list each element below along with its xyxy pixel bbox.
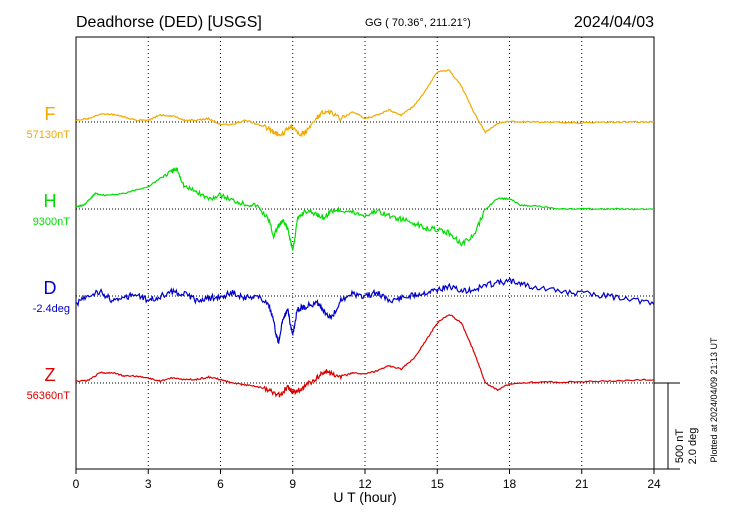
x-tick-label: 18 — [503, 477, 517, 491]
series-baseline-label-f: 57130nT — [27, 129, 71, 141]
scale-bar-deg-label: 2.0 deg — [687, 428, 699, 465]
x-tick-label: 12 — [358, 477, 372, 491]
coordinates-label: GG ( 70.36°, 211.21°) — [365, 17, 471, 29]
series-line-d — [75, 277, 655, 344]
series-baseline-label-d: -2.4deg — [33, 303, 70, 315]
x-axis-label: U T (hour) — [333, 489, 396, 505]
series-line-h — [76, 166, 655, 252]
series-line-z — [75, 314, 655, 398]
x-tick-label: 9 — [289, 477, 296, 491]
series-name-f: F — [45, 104, 56, 124]
x-tick-label: 6 — [217, 477, 224, 491]
date-label: 2024/04/03 — [574, 14, 654, 31]
series-name-d: D — [44, 278, 57, 298]
x-tick-label: 3 — [145, 477, 152, 491]
plot-grid — [147, 37, 583, 469]
series-name-z: Z — [45, 365, 56, 385]
x-tick-label: 15 — [431, 477, 445, 491]
series-name-h: H — [44, 191, 57, 211]
station-title: Deadhorse (DED) [USGS] — [76, 14, 262, 31]
scale-bar: 500 nT 2.0 deg — [654, 382, 699, 470]
series-line-f — [75, 69, 655, 138]
series-baseline-label-h: 9300nT — [33, 216, 71, 228]
series-layer: F 57130nT H 9300nT D -2.4deg Z 56360nT — [27, 69, 655, 402]
x-tick-label: 21 — [575, 477, 589, 491]
scale-bar-nt-label: 500 nT — [674, 429, 686, 464]
series-baseline-label-z: 56360nT — [27, 390, 71, 402]
x-tick-label: 24 — [647, 477, 661, 491]
plotted-timestamp: Plotted at 2024/04/09 21:13 UT — [709, 337, 719, 463]
x-tick-label: 0 — [73, 477, 80, 491]
x-axis-ticks: 0 3 6 9 12 15 18 21 24 — [73, 469, 661, 491]
